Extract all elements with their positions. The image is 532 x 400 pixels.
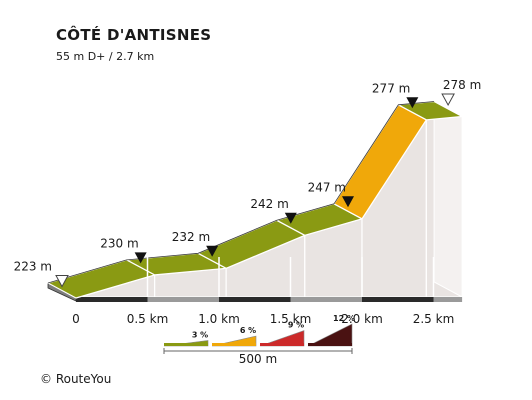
legend-grade-label: 9 % xyxy=(288,321,304,330)
copyright-text: © RouteYou xyxy=(40,372,112,386)
elevation-label: 242 m xyxy=(250,197,288,211)
filled-marker-icon xyxy=(206,245,219,257)
elevation-label: 247 m xyxy=(308,180,346,194)
legend-grade-swatch xyxy=(307,323,353,347)
elevation-label: 278 m xyxy=(443,78,481,92)
x-tick-label: 2.0 km xyxy=(341,312,383,326)
x-tick-label: 2.5 km xyxy=(413,312,455,326)
elevation-label: 223 m xyxy=(14,260,52,274)
legend-grade-label: 3 % xyxy=(192,331,208,340)
open-marker-icon xyxy=(55,275,69,288)
x-tick-label: 0.5 km xyxy=(127,312,169,326)
chart-subtitle: 55 m D+ / 2.7 km xyxy=(56,50,155,63)
ground-segment xyxy=(76,297,148,302)
profile-back-edge xyxy=(47,101,435,284)
ground-segment xyxy=(362,297,434,302)
filled-marker-icon xyxy=(406,97,419,109)
profile-end-cap xyxy=(433,100,463,298)
elevation-label: 277 m xyxy=(372,81,410,95)
legend-grade-label: 12 % xyxy=(333,314,355,323)
ground-segment xyxy=(219,297,291,302)
filled-marker-icon xyxy=(342,196,354,208)
filled-marker-icon xyxy=(134,252,147,264)
elevation-label: 232 m xyxy=(172,230,210,244)
legend-grade-bar xyxy=(164,343,208,346)
legend-grade-label: 6 % xyxy=(240,326,256,335)
open-marker-icon xyxy=(441,93,455,107)
chart-title: CÔTÉ D'ANTISNES xyxy=(56,26,212,44)
scale-bar-label: 500 m xyxy=(239,352,277,366)
filled-marker-icon xyxy=(284,212,297,224)
legend-grade-bar xyxy=(212,343,256,346)
x-tick-label: 1.5 km xyxy=(270,312,312,326)
legend-grade-bar xyxy=(260,343,304,346)
legend-grade-bar xyxy=(308,343,352,346)
x-tick-label: 0 xyxy=(72,312,80,326)
elevation-label: 230 m xyxy=(100,236,138,250)
x-tick-label: 1.0 km xyxy=(198,312,240,326)
